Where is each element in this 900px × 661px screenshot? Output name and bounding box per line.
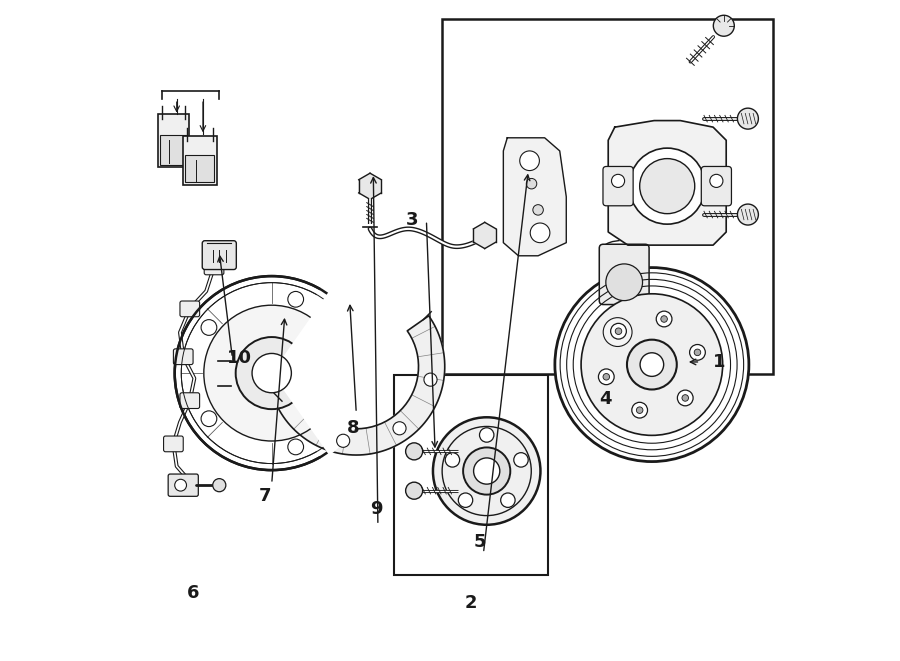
Circle shape: [406, 443, 423, 460]
Circle shape: [500, 493, 515, 508]
Polygon shape: [608, 120, 726, 245]
Text: 10: 10: [227, 349, 251, 367]
Circle shape: [473, 458, 500, 484]
Text: 2: 2: [465, 594, 478, 611]
Bar: [185, 155, 214, 182]
Text: 8: 8: [346, 418, 359, 436]
FancyBboxPatch shape: [204, 259, 224, 275]
Circle shape: [526, 178, 536, 189]
Text: 1: 1: [713, 353, 725, 371]
Circle shape: [236, 337, 308, 409]
Circle shape: [464, 447, 510, 494]
Circle shape: [737, 204, 759, 225]
Circle shape: [424, 373, 437, 386]
Circle shape: [288, 439, 303, 455]
Circle shape: [629, 148, 706, 224]
FancyBboxPatch shape: [599, 245, 649, 305]
FancyBboxPatch shape: [158, 114, 189, 167]
Wedge shape: [272, 291, 372, 455]
Circle shape: [689, 344, 706, 360]
Circle shape: [632, 403, 647, 418]
Text: 5: 5: [474, 533, 486, 551]
Polygon shape: [276, 316, 445, 455]
Circle shape: [555, 268, 749, 461]
Polygon shape: [359, 173, 382, 200]
Circle shape: [433, 417, 541, 525]
Circle shape: [661, 316, 668, 323]
Circle shape: [446, 453, 460, 467]
Circle shape: [611, 175, 625, 188]
Circle shape: [533, 205, 544, 215]
FancyBboxPatch shape: [603, 167, 633, 206]
Circle shape: [337, 434, 350, 447]
Bar: [442, 19, 773, 374]
Text: 9: 9: [370, 500, 382, 518]
FancyBboxPatch shape: [180, 301, 200, 317]
Circle shape: [606, 264, 643, 301]
Circle shape: [678, 390, 693, 406]
Circle shape: [710, 175, 723, 188]
Circle shape: [737, 108, 759, 129]
Circle shape: [519, 151, 539, 171]
Circle shape: [694, 349, 701, 356]
Circle shape: [201, 411, 217, 426]
Circle shape: [656, 311, 672, 327]
Circle shape: [212, 479, 226, 492]
FancyBboxPatch shape: [164, 436, 184, 451]
Circle shape: [203, 305, 339, 441]
Polygon shape: [503, 137, 566, 256]
Circle shape: [640, 159, 695, 214]
Circle shape: [288, 292, 303, 307]
Text: 6: 6: [187, 584, 199, 602]
FancyBboxPatch shape: [174, 349, 194, 365]
Circle shape: [581, 293, 723, 436]
Circle shape: [393, 422, 406, 435]
Circle shape: [341, 366, 357, 381]
Circle shape: [603, 318, 632, 346]
Circle shape: [627, 340, 677, 389]
Circle shape: [514, 453, 528, 467]
Circle shape: [610, 323, 626, 339]
Circle shape: [603, 373, 609, 380]
Text: 3: 3: [406, 212, 419, 229]
Circle shape: [682, 395, 688, 401]
Circle shape: [598, 369, 614, 385]
Circle shape: [616, 328, 622, 334]
Circle shape: [175, 276, 369, 470]
Ellipse shape: [593, 321, 643, 344]
Text: 4: 4: [599, 391, 612, 408]
FancyBboxPatch shape: [183, 136, 217, 184]
Circle shape: [175, 479, 186, 491]
Bar: [160, 135, 186, 165]
FancyBboxPatch shape: [168, 474, 198, 496]
Circle shape: [252, 354, 292, 393]
Ellipse shape: [609, 348, 652, 368]
Circle shape: [636, 407, 643, 413]
Circle shape: [530, 223, 550, 243]
Circle shape: [201, 320, 217, 335]
Circle shape: [640, 353, 663, 376]
Bar: [394, 375, 548, 575]
FancyBboxPatch shape: [180, 393, 200, 408]
FancyBboxPatch shape: [701, 167, 732, 206]
Circle shape: [480, 428, 494, 442]
FancyBboxPatch shape: [202, 241, 237, 270]
Circle shape: [714, 15, 734, 36]
Circle shape: [458, 493, 473, 508]
Text: 7: 7: [259, 486, 272, 504]
Circle shape: [406, 482, 423, 499]
Polygon shape: [473, 222, 496, 249]
